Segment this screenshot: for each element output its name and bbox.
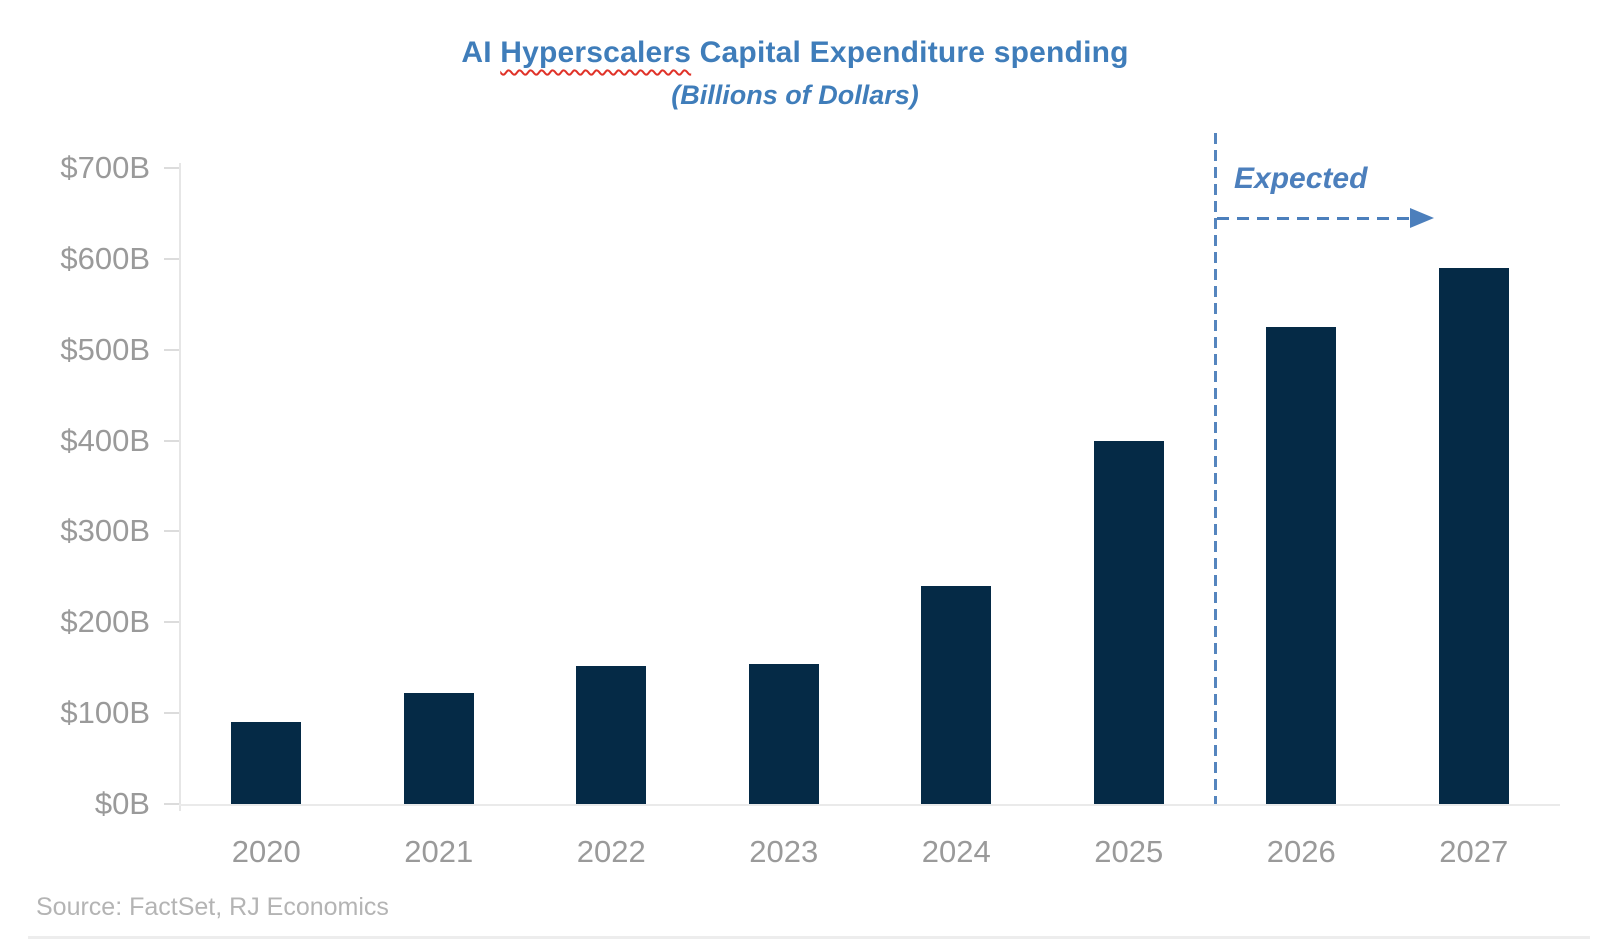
y-tick-mark: [164, 712, 179, 715]
bar-2026: [1266, 327, 1337, 804]
x-tick-label-2024: 2024: [921, 834, 991, 869]
y-tick-mark: [164, 803, 179, 805]
x-tick-label-2025: 2025: [1094, 834, 1164, 869]
y-tick-label: $700B: [60, 150, 150, 185]
bar-2024: [921, 585, 992, 804]
y-tick-mark: [164, 530, 179, 533]
y-tick-label: $300B: [60, 513, 150, 549]
chart-title-misspelled-word: Hyperscalers: [500, 36, 692, 69]
y-axis-line: [179, 163, 181, 811]
y-tick-mark: [164, 257, 179, 260]
x-tick-label-2020: 2020: [231, 834, 301, 869]
y-tick-label: $100B: [60, 695, 150, 731]
y-tick-label: $600B: [60, 240, 150, 276]
source-note: Source: FactSet, RJ Economics: [36, 893, 389, 921]
expected-divider-dashed-line: [1214, 133, 1217, 804]
bar-2022: [576, 665, 647, 804]
y-tick-mark: [164, 439, 179, 442]
expected-arrow-head-icon: [1410, 208, 1434, 228]
x-tick-label-2021: 2021: [404, 834, 474, 869]
y-tick-label: $200B: [60, 604, 150, 640]
chart-title-post: Capital Expenditure spending: [691, 36, 1129, 69]
x-axis-baseline: [179, 804, 1560, 806]
x-tick-label-2027: 2027: [1439, 834, 1509, 869]
y-tick-label: $400B: [60, 422, 150, 458]
x-tick-label-2022: 2022: [576, 834, 646, 869]
expected-label: Expected: [1234, 162, 1368, 195]
y-tick-mark: [164, 621, 179, 624]
chart-title: AI Hyperscalers Capital Expenditure spen…: [0, 36, 1590, 70]
bar-2020: [231, 722, 302, 804]
bar-2023: [748, 664, 819, 804]
bottom-divider-line: [28, 936, 1590, 939]
y-tick-mark: [164, 348, 179, 351]
x-tick-label-2023: 2023: [749, 834, 819, 869]
bar-2025: [1093, 440, 1164, 804]
chart-subtitle: (Billions of Dollars): [671, 80, 919, 110]
y-tick-label: $500B: [60, 331, 150, 367]
bar-2027: [1438, 267, 1509, 804]
bar-2021: [403, 693, 474, 804]
chart-title-pre: AI: [461, 36, 501, 69]
expected-arrow-dashed-line: [1217, 217, 1411, 220]
y-tick-mark: [164, 167, 179, 169]
y-tick-label: $0B: [94, 786, 150, 821]
x-tick-label-2026: 2026: [1266, 834, 1336, 869]
